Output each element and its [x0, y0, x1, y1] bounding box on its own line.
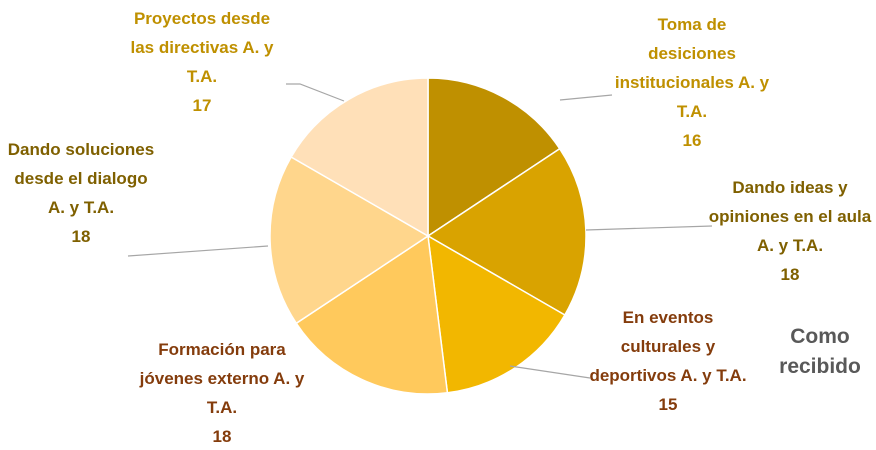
data-label: Dando soluciones desde el dialogo A. y T…: [6, 135, 156, 251]
value-label: 16: [682, 131, 702, 150]
data-label: Toma de desiciones institucionales A. y …: [612, 10, 772, 155]
data-label: En eventos culturales y deportivos A. y …: [582, 303, 754, 419]
leader-lines: [127, 83, 713, 379]
category-label: Toma de desiciones institucionales A. y …: [614, 15, 770, 121]
leader-line: [509, 365, 591, 379]
pie-slice: [269, 155, 430, 325]
data-label: Proyectos desde las directivas A. y T.A.…: [122, 4, 282, 120]
leader-line: [127, 245, 269, 257]
value-label: 18: [780, 265, 800, 284]
pie-slice: [290, 77, 429, 238]
leader-line: [559, 94, 613, 101]
value-label: 18: [71, 227, 91, 246]
data-label: Dando ideas y opiniones en el aula A. y …: [702, 173, 876, 289]
pie: [269, 77, 587, 395]
category-label: Formación para jóvenes externo A. y T.A.: [139, 340, 305, 417]
value-label: 15: [658, 395, 678, 414]
category-label: Proyectos desde las directivas A. y T.A.: [130, 9, 274, 86]
data-label: Formación para jóvenes externo A. y T.A.…: [130, 335, 314, 450]
pie-slice: [295, 234, 449, 395]
value-label: 17: [192, 96, 212, 115]
pie-slice: [426, 147, 587, 317]
value-label: 18: [212, 427, 232, 446]
category-label: En eventos culturales y deportivos A. y …: [589, 308, 747, 385]
leader-line: [585, 225, 713, 231]
category-label: Dando soluciones desde el dialogo A. y T…: [7, 140, 155, 217]
pie-slice: [427, 234, 566, 394]
leader-line: [286, 83, 345, 102]
category-label: Dando ideas y opiniones en el aula A. y …: [708, 178, 872, 255]
pie-slice: [427, 77, 561, 238]
legend-label: Como recibido: [779, 325, 861, 378]
